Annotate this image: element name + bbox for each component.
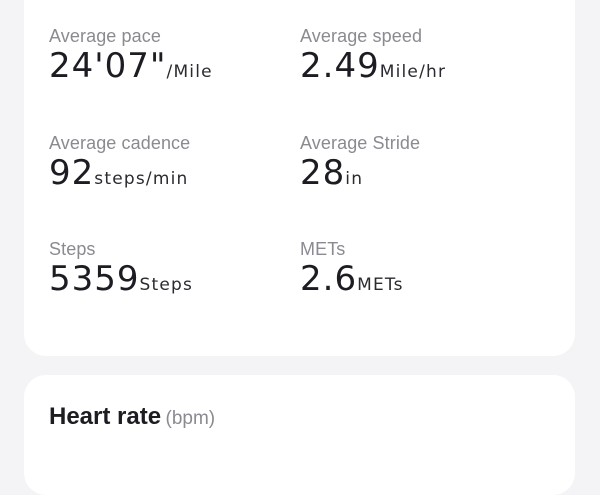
stat-unit: Mile/hr [379,62,447,82]
stat-label: METs [300,239,346,259]
stat-value: 5359 [49,259,140,299]
heart-rate-card: Heart rate (bpm) [24,375,575,495]
stat-unit: /Mile [166,62,213,82]
stat-label: Average cadence [49,133,191,153]
stat-unit: in [345,169,364,189]
stat-label: Average speed [300,26,423,46]
stat-value-row: 2.49Mile/hr [300,49,446,83]
stat-value-row: 24'07"/Mile [49,49,213,83]
stat-value-row: 28in [300,156,363,190]
heart-rate-title: Heart rate (bpm) [49,403,215,431]
stat-value-row: 92steps/min [49,156,188,190]
stat-unit: steps/min [94,169,189,189]
stat-value: 24'07" [49,46,167,86]
stat-value: 28 [300,153,346,193]
stat-label: Steps [49,239,96,259]
stat-label: Average pace [49,26,161,46]
stat-value: 2.49 [300,46,380,86]
stat-value-row: 2.6METs [300,262,404,296]
heart-rate-title-text: Heart rate [49,403,162,430]
stat-value-row: 5359Steps [49,262,193,296]
stat-value: 2.6 [300,259,358,299]
stat-label: Average Stride [300,133,421,153]
stat-value: 92 [49,153,95,193]
workout-stats-card: Average pace 24'07"/Mile Average speed 2… [24,0,575,356]
stat-unit: Steps [139,275,194,295]
stat-unit: METs [357,275,404,295]
heart-rate-unit: (bpm) [165,408,216,429]
